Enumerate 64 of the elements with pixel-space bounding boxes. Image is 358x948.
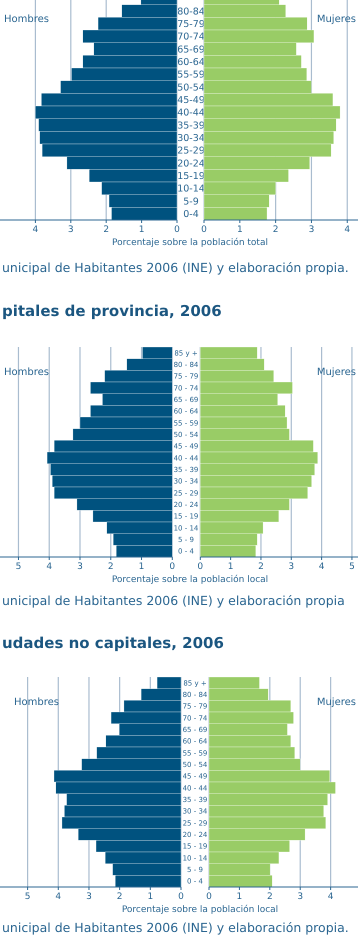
- x-tick-label: 2: [116, 892, 123, 902]
- x-tick-label: 4: [32, 225, 39, 235]
- x-tick-label: 3: [297, 892, 304, 902]
- x-tick-label: 0: [206, 892, 212, 902]
- y-tick-label: 70-74: [177, 32, 205, 43]
- x-tick-label: 0: [197, 562, 204, 572]
- y-tick-label: 55-59: [177, 70, 205, 81]
- x-axis-title: Porcentaje sobre la población local: [112, 574, 268, 585]
- text: Hombres: [4, 14, 49, 25]
- x-tick-label: 2: [258, 562, 264, 572]
- y-tick-label: 15-19: [177, 170, 205, 182]
- series-label: Mujeres: [316, 14, 356, 25]
- text: unicipal de Habitantes 2006 (INE) y elaboración propia.: [2, 260, 349, 275]
- x-tick-label: 3: [68, 225, 74, 235]
- text: Hombres: [4, 367, 49, 378]
- y-tick-label: 30-34: [177, 132, 205, 144]
- x-tick-label: 1: [236, 225, 243, 235]
- text: Mujeres: [316, 367, 356, 378]
- y-tick-label: 75-79: [177, 18, 205, 30]
- y-tick-label: 5-9: [183, 196, 199, 208]
- chart-title: pitales de provincia, 2006: [2, 302, 222, 320]
- x-tick-label: 4: [328, 892, 334, 902]
- x-tick-label: 1: [138, 225, 144, 235]
- y-tick-label: 0-4: [183, 208, 199, 220]
- y-tick-label: 45-49: [177, 94, 205, 106]
- y-tick-label: 60-64: [177, 56, 205, 68]
- x-tick-label: 1: [138, 562, 144, 572]
- x-tick-label: 2: [266, 892, 273, 902]
- x-tick-label: 0: [178, 892, 184, 902]
- x-tick-label: 3: [86, 892, 92, 902]
- x-axis-title: Porcentaje sobre la población local: [122, 904, 278, 915]
- y-tick-label: 80-84: [177, 6, 205, 18]
- x-tick-label: 2: [103, 225, 110, 235]
- y-tick-label: 40-44: [177, 108, 205, 119]
- y-tick-label: 35-39: [177, 120, 205, 132]
- text: Hombres: [14, 697, 59, 708]
- x-tick-label: 3: [288, 562, 294, 572]
- x-tick-label: 3: [77, 562, 83, 572]
- x-tick-label: 4: [46, 562, 52, 572]
- x-tick-label: 4: [55, 892, 62, 902]
- text: unicipal de Habitantes 2006 (INE) y elaboración propia: [2, 593, 345, 608]
- x-tick-label: 1: [228, 562, 234, 572]
- x-tick-label: 1: [236, 892, 242, 902]
- y-tick-label: 20-24: [177, 158, 205, 170]
- y-tick-label: 65-69: [177, 44, 205, 56]
- x-axis-title: Porcentaje sobre la población total: [112, 237, 268, 248]
- x-tick-label: 0: [174, 225, 180, 235]
- text: unicipal de Habitantes 2006 (INE) y elaboración propia.: [2, 920, 349, 935]
- x-tick-label: 0: [201, 225, 208, 235]
- x-tick-label: 2: [108, 562, 114, 572]
- x-tick-label: 5: [24, 892, 30, 902]
- x-tick-label: 2: [272, 225, 278, 235]
- x-tick-label: 3: [308, 225, 314, 235]
- text: Mujeres: [316, 697, 356, 708]
- x-tick-label: 5: [349, 562, 355, 572]
- x-tick-label: 1: [147, 892, 154, 902]
- x-tick-label: 4: [344, 225, 350, 235]
- x-tick-label: 0: [169, 562, 176, 572]
- y-tick-label: 25-29: [177, 146, 205, 157]
- y-tick-label: 50-54: [177, 82, 205, 94]
- chart-title: udades no capitales, 2006: [2, 634, 224, 652]
- x-tick-label: 4: [318, 562, 325, 572]
- y-tick-label: 10-14: [177, 184, 205, 195]
- x-tick-label: 5: [16, 562, 22, 572]
